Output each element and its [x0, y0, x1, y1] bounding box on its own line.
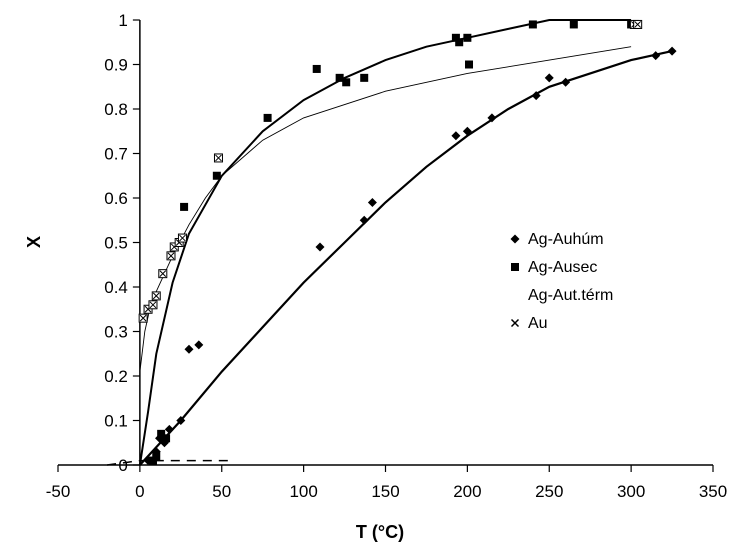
- data-point: [213, 153, 223, 163]
- x-tick-label: 200: [453, 482, 481, 501]
- fit-curve: [139, 50, 673, 466]
- legend-label: Ag-Auhúm: [528, 231, 604, 248]
- data-point: [312, 64, 321, 73]
- data-point: [152, 452, 161, 461]
- data-point: [151, 291, 161, 301]
- data-point: [667, 46, 677, 56]
- data-point: [367, 197, 377, 207]
- data-point: [487, 113, 497, 123]
- data-point: [194, 340, 204, 350]
- axes: 0 0.1 0.2 0.3 0.4 0.5 0.6 0.7 0.8 0.9 1 -50 0 50 100 15…: [46, 11, 727, 501]
- x-tick-label: 350: [699, 482, 727, 501]
- data-point: [561, 77, 571, 87]
- data-point: [177, 233, 187, 243]
- data-point: [451, 33, 460, 42]
- data-point: [158, 269, 168, 279]
- data-point: [651, 51, 661, 61]
- data-point: [463, 33, 472, 42]
- y-tick-label: 0.9: [104, 56, 128, 75]
- data-point: [315, 242, 325, 252]
- data-point: [184, 344, 194, 354]
- y-tick-label: 0.1: [104, 412, 128, 431]
- data-point: [511, 263, 519, 271]
- x-tick-label: -50: [46, 482, 71, 501]
- y-tick-label: 0.2: [104, 367, 128, 386]
- data-point: [544, 73, 554, 83]
- data-point: [138, 313, 148, 323]
- data-point: [166, 251, 176, 261]
- data-point: [510, 318, 520, 328]
- data-point: [164, 424, 174, 434]
- y-tick-label: 0.6: [104, 189, 128, 208]
- x-tick-label: 50: [212, 482, 231, 501]
- data-point: [148, 456, 157, 465]
- data-points: [138, 19, 677, 466]
- fit-curve: [138, 19, 632, 466]
- y-tick-label: 0.4: [104, 278, 128, 297]
- data-point: [360, 73, 369, 82]
- data-point: [465, 60, 474, 69]
- x-axis-title: T (°C): [356, 522, 404, 542]
- x-tick-label: 100: [289, 482, 317, 501]
- x-tick-label: 300: [617, 482, 645, 501]
- data-point: [335, 73, 344, 82]
- data-point: [162, 434, 171, 443]
- y-tick-label: 1: [118, 11, 127, 30]
- dashed-series-line: [107, 459, 230, 466]
- legend-label: Ag-Ausec: [528, 259, 597, 276]
- y-tick-label: 0.7: [104, 145, 128, 164]
- y-tick-label: 0.5: [104, 234, 128, 253]
- legend-box: [500, 218, 658, 340]
- y-tick-label: 0.8: [104, 100, 128, 119]
- data-point: [455, 38, 464, 47]
- data-point: [528, 20, 537, 29]
- data-point: [157, 429, 166, 438]
- x-tick-label: 250: [535, 482, 563, 501]
- data-point: [359, 215, 369, 225]
- x-tick-label: 150: [371, 482, 399, 501]
- data-point: [176, 416, 186, 425]
- data-point: [451, 131, 461, 141]
- y-tick-label: 0.3: [104, 323, 128, 342]
- x-tick-label: 0: [135, 482, 144, 501]
- data-point: [180, 202, 189, 211]
- data-point: [531, 91, 541, 101]
- data-point: [569, 20, 578, 29]
- legend-label: Au: [528, 315, 548, 332]
- data-point: [462, 126, 472, 136]
- data-point: [633, 19, 643, 29]
- y-axis-title: X: [24, 236, 44, 248]
- y-tick-label: 0: [118, 456, 127, 475]
- data-point: [263, 113, 272, 122]
- data-point: [212, 171, 221, 180]
- legend-label: Ag-Aut.térm: [528, 287, 613, 304]
- data-point: [510, 234, 520, 244]
- data-point: [342, 78, 351, 87]
- legend: Ag-Auhúm Ag-Ausec Ag-Aut.térm Au: [500, 218, 658, 340]
- data-point: [148, 300, 158, 310]
